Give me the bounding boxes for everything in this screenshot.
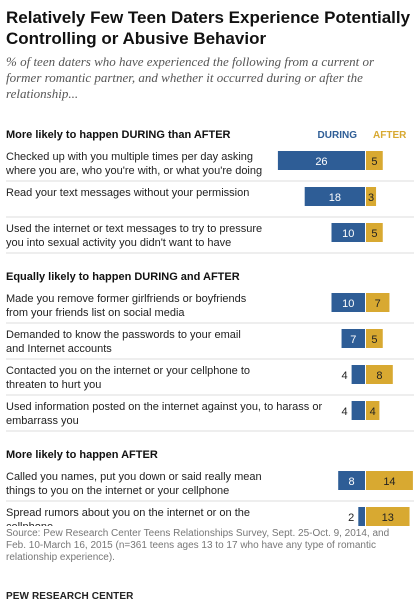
value-after: 7: [375, 298, 381, 310]
bar-during: [351, 365, 365, 384]
row-label: where you are, who you're with, or what …: [5, 165, 262, 177]
row-label: cellphone: [6, 521, 53, 526]
value-during: 4: [341, 406, 347, 418]
legend-after: AFTER: [373, 130, 407, 141]
chart-subtitle: % of teen daters who have experienced th…: [6, 54, 375, 101]
row-label: threaten to hurt you: [6, 379, 101, 391]
value-during: 10: [342, 228, 354, 240]
row-label: Used the internet or text messages to tr…: [6, 223, 262, 235]
bar-during: [331, 223, 365, 242]
value-after: 8: [376, 370, 382, 382]
bar-during: [341, 329, 365, 348]
row-label: embarrass you: [6, 415, 79, 427]
bar-after: [366, 401, 380, 420]
row-label: Spread rumors about you on the internet …: [6, 507, 250, 519]
row-label: Used information posted on the internet …: [6, 401, 322, 413]
group-heading: More likely to happen AFTER: [6, 449, 158, 461]
group-heading: Equally likely to happen DURING and AFTE…: [6, 271, 240, 283]
row-label: Called you names, put you down or said r…: [6, 471, 262, 483]
row-label: Checked up with you multiple times per d…: [6, 151, 253, 163]
bar-during: [331, 293, 365, 312]
row-label: Made you remove former girlfriends or bo…: [6, 293, 247, 305]
bar-after: [366, 471, 413, 490]
value-during: 10: [342, 298, 354, 310]
bar-after: [366, 365, 393, 384]
bar-after: [366, 293, 390, 312]
row-label: you into sexual activity you didn't want…: [6, 237, 231, 249]
legend-during: DURING: [318, 130, 358, 141]
value-during: 4: [341, 370, 347, 382]
row-label: from your friends list on social media: [6, 307, 185, 319]
bar-after: [366, 507, 410, 526]
bar-during: [304, 187, 365, 206]
value-after: 3: [368, 192, 374, 204]
value-after: 13: [382, 512, 394, 524]
bar-during: [277, 151, 365, 170]
row-label: Contacted you on the internet or your ce…: [6, 365, 250, 377]
value-during: 18: [329, 192, 341, 204]
value-after: 5: [371, 156, 377, 168]
value-during: 2: [348, 512, 354, 524]
value-after: 4: [370, 406, 376, 418]
value-during: 8: [349, 476, 355, 488]
value-after: 14: [383, 476, 395, 488]
value-after: 5: [371, 228, 377, 240]
bar-during: [358, 507, 365, 526]
bar-after: [366, 223, 383, 242]
value-during: 7: [350, 334, 356, 346]
row-label: Demanded to know the passwords to your e…: [6, 329, 241, 341]
bar-during: [351, 401, 365, 420]
brand-logo: PEW RESEARCH CENTER: [6, 591, 134, 602]
bar-chart: DURING AFTER More likely to happen DURING …: [5, 129, 414, 526]
value-after: 5: [371, 334, 377, 346]
bar-after: [366, 151, 383, 170]
bar-after: [366, 187, 377, 206]
row-label: Read your text messages without your per…: [6, 187, 249, 199]
row-label: and Internet accounts: [6, 343, 112, 355]
group-heading: More likely to happen DURING than AFTER: [6, 129, 231, 141]
source-note: Source: Pew Research Center Teens Relati…: [6, 528, 390, 563]
row-label: things to you on the internet or your ce…: [6, 485, 229, 497]
bar-during: [338, 471, 365, 490]
chart-title: Relatively Few Teen Daters Experience Po…: [6, 8, 411, 48]
value-during: 26: [315, 156, 327, 168]
bar-after: [366, 329, 383, 348]
